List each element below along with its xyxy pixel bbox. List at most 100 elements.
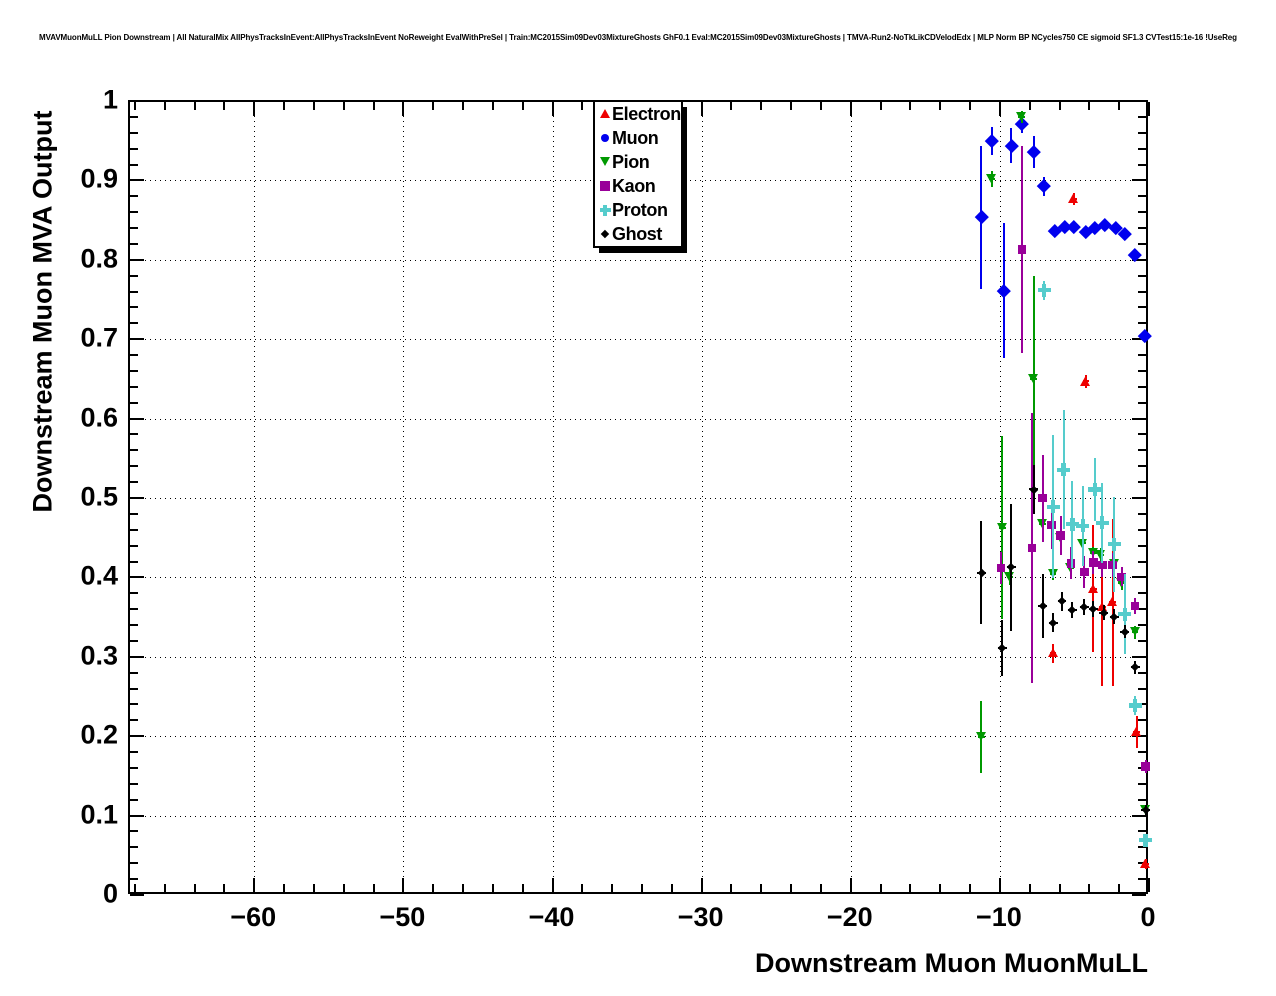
axis-tick: [130, 433, 138, 436]
axis-tick: [1138, 354, 1146, 357]
axis-tick: [1138, 147, 1146, 150]
axis-tick: [130, 830, 138, 833]
axis-tick: [1132, 576, 1146, 579]
axis-tick: [1138, 751, 1146, 754]
axis-tick: [581, 102, 584, 110]
axis-tick: [1138, 592, 1146, 595]
axis-tick: [130, 465, 138, 468]
axis-tick: [491, 884, 494, 892]
axis-tick: [1138, 512, 1146, 515]
axis-tick: [1138, 481, 1146, 484]
axis-tick: [130, 846, 138, 849]
legend-label: Muon: [612, 127, 659, 148]
axis-tick: [342, 102, 345, 110]
data-point-ghost: [1130, 663, 1140, 672]
axis-tick: [130, 766, 138, 769]
axis-tick: [1138, 211, 1146, 214]
axis-tick: [193, 102, 196, 110]
legend-label: Electron: [612, 103, 681, 124]
y-tick-label: 1: [102, 84, 118, 115]
axis-tick: [1132, 735, 1146, 738]
axis-tick: [130, 528, 138, 531]
axis-tick: [1138, 782, 1146, 785]
data-point-ghost: [1120, 627, 1129, 636]
data-point-electron: [1107, 597, 1118, 607]
data-point-ghost: [1048, 618, 1058, 628]
axis-tick: [130, 274, 138, 277]
axis-tick: [730, 884, 733, 892]
axis-tick: [1138, 163, 1146, 166]
axis-tick: [939, 884, 942, 892]
axis-tick: [253, 878, 256, 892]
axis-tick: [130, 369, 138, 372]
axis-tick: [130, 417, 144, 420]
square-icon: [598, 179, 612, 193]
data-point-ghost: [1068, 605, 1077, 615]
axis-tick: [611, 884, 614, 892]
axis-tick: [1132, 417, 1146, 420]
axis-tick: [130, 703, 138, 706]
axis-tick: [1138, 385, 1146, 388]
data-point-proton: [1139, 833, 1153, 847]
axis-tick: [1132, 655, 1146, 658]
data-point-proton: [1107, 537, 1121, 551]
axis-tick: [1118, 884, 1121, 892]
data-point-pion: [996, 522, 1007, 532]
axis-tick: [372, 102, 375, 110]
axis-tick: [130, 560, 138, 563]
axis-tick: [1138, 671, 1146, 674]
axis-tick: [130, 894, 144, 896]
data-point-muon: [1026, 145, 1041, 159]
axis-tick: [1138, 322, 1146, 325]
axis-tick: [909, 102, 912, 110]
axis-tick: [312, 884, 315, 892]
axis-tick: [1138, 369, 1146, 372]
axis-tick: [521, 884, 524, 892]
axis-tick: [130, 814, 144, 817]
axis-tick: [163, 102, 166, 110]
data-point-proton: [1065, 517, 1079, 531]
gridline-vertical: [701, 102, 703, 892]
data-point-kaon: [1098, 560, 1107, 570]
data-point-proton: [1076, 519, 1090, 533]
axis-tick: [130, 115, 138, 118]
data-point-electron: [1096, 602, 1107, 612]
data-point-pion: [1095, 549, 1106, 559]
axis-tick: [1138, 274, 1146, 277]
data-point-proton: [1057, 463, 1070, 477]
axis-tick: [939, 102, 942, 110]
axis-tick: [1088, 884, 1091, 892]
axis-tick: [1138, 227, 1146, 230]
axis-tick: [1138, 306, 1146, 309]
axis-tick: [1138, 449, 1146, 452]
axis-tick: [130, 354, 138, 357]
axis-tick: [1058, 884, 1061, 892]
data-point-proton: [1128, 698, 1142, 712]
chart-title: MVAVMuonMuLL Pion Downstream | All Natur…: [39, 33, 1237, 42]
axis-tick: [130, 306, 138, 309]
axis-tick: [130, 544, 138, 547]
axis-tick: [130, 719, 138, 722]
data-point-kaon: [1089, 558, 1098, 567]
axis-tick: [1138, 703, 1146, 706]
triangle-up-icon: [598, 107, 612, 121]
axis-tick: [130, 147, 138, 150]
axis-tick: [1138, 528, 1146, 531]
axis-tick: [1138, 401, 1146, 404]
axis-tick: [402, 878, 405, 892]
axis-tick: [130, 258, 144, 261]
axis-tick: [760, 884, 763, 892]
data-point-ghost: [1080, 602, 1089, 612]
axis-tick: [1132, 258, 1146, 261]
axis-tick: [193, 884, 196, 892]
axis-tick: [1138, 465, 1146, 468]
legend-label: Proton: [612, 199, 668, 220]
axis-tick: [130, 512, 138, 515]
axis-tick: [1138, 433, 1146, 436]
axis-tick: [969, 884, 972, 892]
x-tick-label: −10: [975, 902, 1022, 932]
y-tick-label: 0.8: [80, 243, 118, 274]
legend-item-pion: Pion: [595, 150, 681, 174]
axis-tick: [283, 884, 286, 892]
